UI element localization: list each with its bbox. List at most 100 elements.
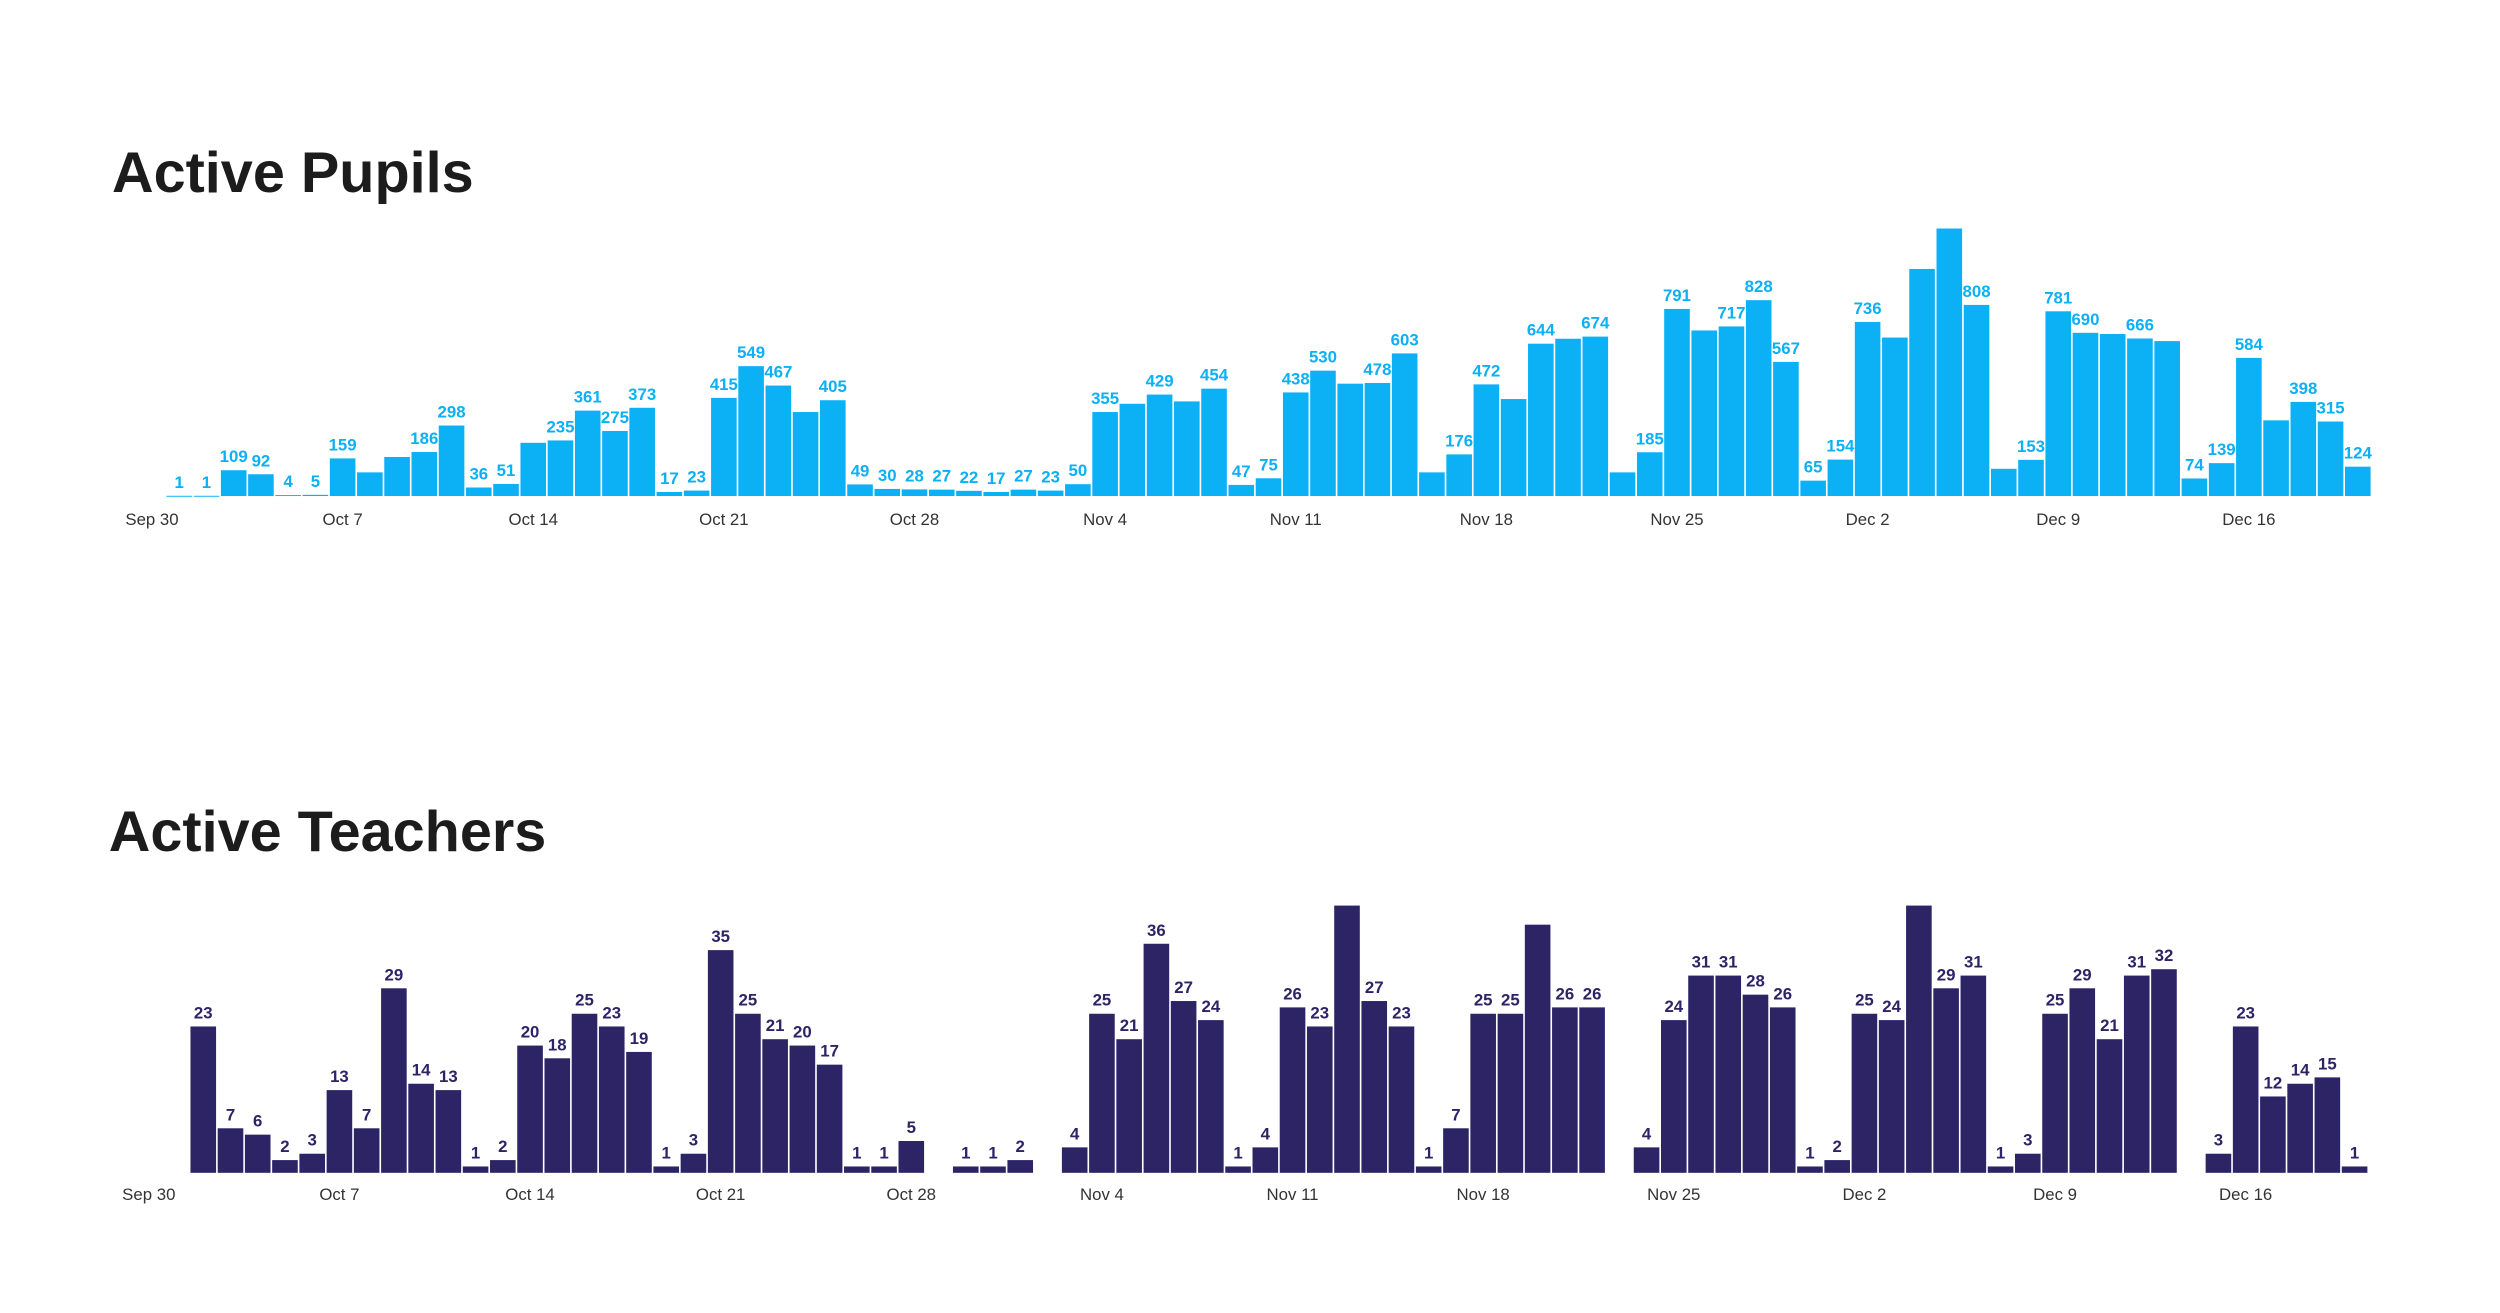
bar <box>980 1166 1006 1173</box>
bar <box>1800 480 1826 497</box>
bar <box>517 1045 543 1173</box>
value-label: 49 <box>851 461 870 480</box>
bar <box>1443 1128 1469 1173</box>
bar <box>1010 489 1037 497</box>
bar <box>1119 403 1146 497</box>
value-label: 2 <box>280 1137 289 1156</box>
bar <box>353 1128 380 1173</box>
bar <box>1854 321 1881 497</box>
bar <box>626 1051 652 1173</box>
bar <box>435 1090 462 1173</box>
value-label: 298 <box>438 403 466 422</box>
value-label: 808 <box>1963 282 1991 301</box>
value-label: 4 <box>1261 1124 1271 1143</box>
value-label: 36 <box>469 465 488 484</box>
bar <box>952 1166 979 1173</box>
value-label: 29 <box>385 965 404 984</box>
bar <box>357 472 383 497</box>
bar <box>1306 1026 1333 1173</box>
value-label: 17 <box>820 1042 839 1061</box>
bar <box>1718 326 1745 497</box>
value-label: 315 <box>2317 399 2345 418</box>
bar <box>1579 1007 1605 1173</box>
bar <box>1092 412 1118 497</box>
bar <box>384 456 410 497</box>
x-tick-label: Nov 25 <box>1647 1185 1700 1204</box>
value-label: 3 <box>2023 1131 2032 1150</box>
bar <box>1334 905 1360 1173</box>
bar <box>1906 905 1932 1173</box>
bar <box>2205 1153 2232 1173</box>
x-tick-label: Dec 16 <box>2222 510 2275 529</box>
value-label: 235 <box>546 417 574 436</box>
bar <box>2045 311 2072 497</box>
bar <box>1745 300 1772 497</box>
bar <box>1878 1020 1905 1173</box>
bar <box>1446 454 1472 497</box>
value-label: 12 <box>2264 1073 2283 1092</box>
bar <box>299 1153 325 1173</box>
bar <box>898 1141 925 1173</box>
value-label: 6 <box>253 1112 262 1131</box>
x-tick-label: Oct 28 <box>890 510 939 529</box>
bar <box>2263 420 2289 497</box>
value-label: 25 <box>2046 991 2065 1010</box>
value-label: 27 <box>1174 978 1193 997</box>
bar <box>1552 1007 1578 1173</box>
bar <box>574 410 601 497</box>
bar <box>2290 401 2317 497</box>
bar <box>656 491 683 497</box>
bar <box>1582 336 1609 497</box>
value-label: 1 <box>471 1143 480 1162</box>
bar <box>381 988 407 1173</box>
value-label: 139 <box>2208 440 2236 459</box>
value-label: 666 <box>2126 315 2154 334</box>
value-label: 35 <box>711 927 730 946</box>
bar <box>1664 308 1690 497</box>
chart-title: Active Teachers <box>109 800 547 864</box>
value-label: 2 <box>1833 1137 1842 1156</box>
value-label: 23 <box>1392 1003 1411 1022</box>
value-label: 20 <box>521 1023 540 1042</box>
value-label: 1 <box>1996 1143 2005 1162</box>
bar <box>217 1128 244 1173</box>
value-label: 567 <box>1772 339 1800 358</box>
value-label: 25 <box>1855 991 1874 1010</box>
value-label: 24 <box>1202 997 1221 1016</box>
bar <box>874 488 901 497</box>
value-label: 3 <box>2214 1131 2223 1150</box>
bar <box>1391 353 1418 497</box>
value-label: 21 <box>2100 1016 2119 1035</box>
bar <box>2232 1026 2259 1173</box>
bar <box>2154 341 2180 497</box>
bar <box>2181 478 2208 497</box>
bar <box>2123 975 2150 1173</box>
value-label: 13 <box>330 1067 349 1086</box>
bar <box>1174 401 1200 497</box>
x-tick-label: Dec 16 <box>2219 1185 2272 1204</box>
value-label: 25 <box>1501 991 1520 1010</box>
value-label: 717 <box>1717 303 1745 322</box>
value-label: 467 <box>764 363 792 382</box>
bar <box>2096 1039 2123 1173</box>
value-label: 4 <box>1070 1124 1080 1143</box>
bar <box>2099 334 2126 497</box>
bar <box>220 470 247 497</box>
value-label: 275 <box>601 408 629 427</box>
bar <box>2287 1083 2313 1173</box>
value-label: 23 <box>687 468 706 487</box>
value-label: 2 <box>498 1137 507 1156</box>
value-label: 29 <box>1937 965 1956 984</box>
value-label: 454 <box>1200 366 1229 385</box>
x-tick-label: Oct 28 <box>887 1185 936 1204</box>
bar <box>2236 357 2262 497</box>
bar <box>302 494 329 497</box>
value-label: 405 <box>819 377 847 396</box>
bar <box>1415 1166 1442 1173</box>
bar <box>2317 421 2344 497</box>
bar <box>1797 1166 1823 1173</box>
bar <box>1742 994 1769 1173</box>
value-label: 7 <box>1451 1105 1460 1124</box>
